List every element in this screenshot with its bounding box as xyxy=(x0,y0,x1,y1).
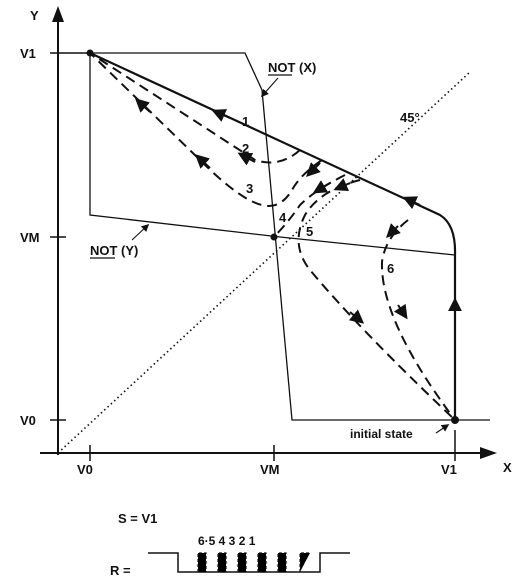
trajectory-3 xyxy=(89,52,323,207)
x-tick-label-v0: V0 xyxy=(77,462,93,477)
trajectory-5-arrow-b xyxy=(333,178,351,192)
trajectory-4-arrow xyxy=(312,180,331,194)
y-tick-label-v0: V0 xyxy=(20,413,36,428)
not-x-pointer xyxy=(260,77,279,98)
set-signal-label: S = V1 xyxy=(118,511,157,526)
not-y-pointer xyxy=(131,223,150,241)
trajectory-2 xyxy=(89,52,301,164)
trajectory-2-arrow xyxy=(237,152,256,166)
reset-signal-label: R = xyxy=(110,563,131,578)
trajectory-label-2: 2 xyxy=(242,141,249,156)
not-x-label: NOT (X) xyxy=(268,60,316,75)
trajectories: 1 2 3 4 5 6 xyxy=(89,52,462,421)
initial-state-point xyxy=(451,416,459,424)
not-y-label: NOT (Y) xyxy=(90,243,138,258)
trajectory-1-arrow-upper xyxy=(211,109,231,122)
x-axis-label: X xyxy=(503,460,512,475)
trajectory-6-arrow-b xyxy=(393,303,408,320)
y-axis-arrow xyxy=(52,6,64,22)
trajectory-1 xyxy=(89,52,457,420)
y-axis-label: Y xyxy=(30,8,39,23)
diagonal-45-label: 45° xyxy=(400,110,420,125)
stable-point-top-left xyxy=(86,49,94,57)
initial-state-pointer xyxy=(435,424,450,434)
trajectory-label-1: 1 xyxy=(242,114,249,129)
trajectory-3-arrow-c xyxy=(306,162,321,177)
x-axis-arrow xyxy=(480,447,497,459)
trajectory-3-arrow-a xyxy=(194,154,211,169)
trajectory-1-arrow-mid xyxy=(402,196,421,210)
reset-pulse-labels: 6·5 4 3 2 1 xyxy=(198,534,256,548)
reset-pulse-dashes xyxy=(197,552,310,572)
axes: Y X V1 VM V0 V0 VM V1 xyxy=(20,6,512,477)
trajectory-5 xyxy=(297,179,456,421)
trajectory-label-6: 6 xyxy=(387,261,394,276)
trajectory-5-arrow-a xyxy=(348,309,365,324)
reset-signal-waveform xyxy=(148,552,350,573)
x-tick-label-v1: V1 xyxy=(441,462,457,477)
not-y-curve xyxy=(89,53,456,256)
trajectory-label-5: 5 xyxy=(306,224,313,239)
x-tick-label-vm: VM xyxy=(260,462,280,477)
trajectory-6 xyxy=(380,219,456,421)
initial-state-label: initial state xyxy=(350,427,413,441)
trajectory-label-4: 4 xyxy=(279,210,287,225)
trajectory-6-arrow-a xyxy=(386,223,401,238)
trajectory-label-3: 3 xyxy=(246,181,253,196)
trajectory-3-arrow-b xyxy=(134,98,151,113)
diagonal-45-line xyxy=(57,71,471,454)
y-tick-label-v1: V1 xyxy=(20,46,36,61)
metastable-point xyxy=(270,233,278,241)
y-tick-label-vm: VM xyxy=(20,230,40,245)
